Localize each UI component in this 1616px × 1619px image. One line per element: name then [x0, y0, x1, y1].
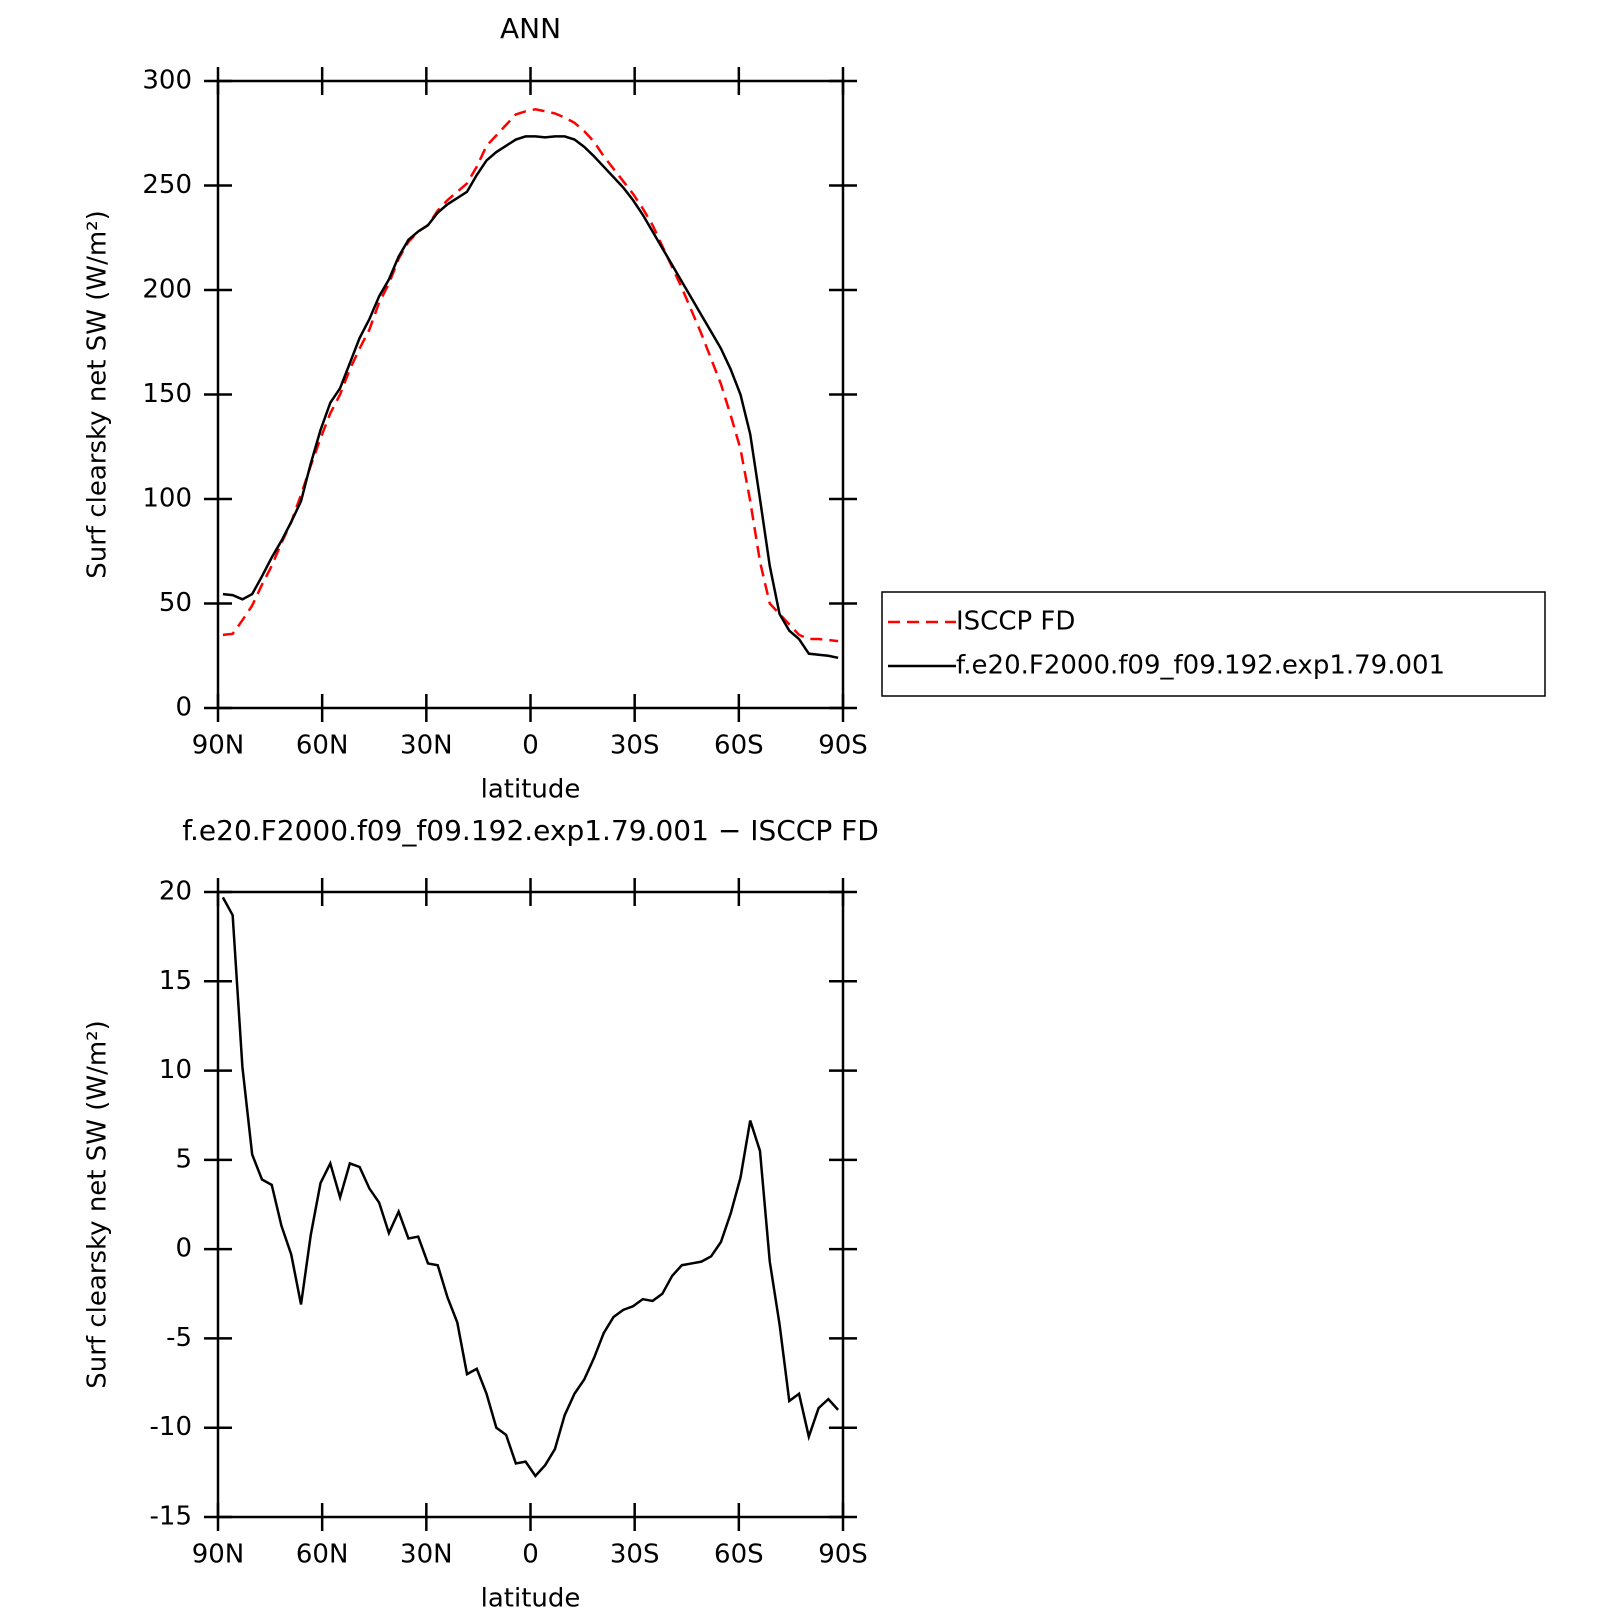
chart-title: ANN: [500, 12, 561, 45]
y-tick-label: 10: [159, 1055, 192, 1085]
x-tick-label: 90N: [192, 1540, 245, 1570]
x-tick-label: 90S: [818, 731, 868, 761]
legend-label: f.e20.F2000.f09_f09.192.exp1.79.001: [956, 651, 1445, 681]
x-tick-label: 0: [522, 731, 539, 761]
plot-frame: [216, 79, 845, 710]
x-tick-label: 60N: [296, 1540, 349, 1570]
y-axis-label: Surf clearsky net SW (W/m²): [83, 210, 113, 578]
x-tick-label: 30N: [400, 1540, 453, 1570]
x-tick-label: 60S: [714, 731, 764, 761]
x-tick-label: 90S: [818, 1540, 868, 1570]
x-tick-label: 30N: [400, 731, 453, 761]
y-tick-label: -10: [150, 1412, 192, 1442]
y-tick-label: 0: [175, 693, 192, 723]
x-tick-label: 0: [522, 1540, 539, 1570]
y-tick-label: -5: [166, 1323, 192, 1353]
x-tick-label: 60S: [714, 1540, 764, 1570]
y-tick-label: -15: [150, 1502, 192, 1532]
x-tick-label: 30S: [610, 731, 660, 761]
y-tick-label: 250: [142, 170, 192, 200]
data-line: [222, 107, 839, 643]
y-tick-label: 0: [175, 1234, 192, 1264]
x-tick-label: 90N: [192, 731, 245, 761]
chart-title: f.e20.F2000.f09_f09.192.exp1.79.001 − IS…: [182, 814, 879, 847]
plot-frame: [216, 890, 845, 1519]
x-axis-label: latitude: [481, 1584, 581, 1614]
y-tick-label: 200: [142, 275, 192, 305]
y-tick-label: 5: [175, 1144, 192, 1174]
y-tick-label: 100: [142, 484, 192, 514]
y-tick-label: 20: [159, 877, 192, 907]
x-tick-label: 30S: [610, 1540, 660, 1570]
x-tick-label: 60N: [296, 731, 349, 761]
y-axis-label: Surf clearsky net SW (W/m²): [83, 1020, 113, 1388]
x-axis-label: latitude: [481, 775, 581, 805]
legend-label: ISCCP FD: [956, 607, 1075, 637]
y-tick-label: 150: [142, 379, 192, 409]
legend-box: [881, 591, 1546, 697]
y-tick-label: 15: [159, 966, 192, 996]
data-line: [222, 135, 839, 660]
data-line: [221, 896, 840, 1478]
y-tick-label: 50: [159, 588, 192, 618]
y-tick-label: 300: [142, 66, 192, 96]
